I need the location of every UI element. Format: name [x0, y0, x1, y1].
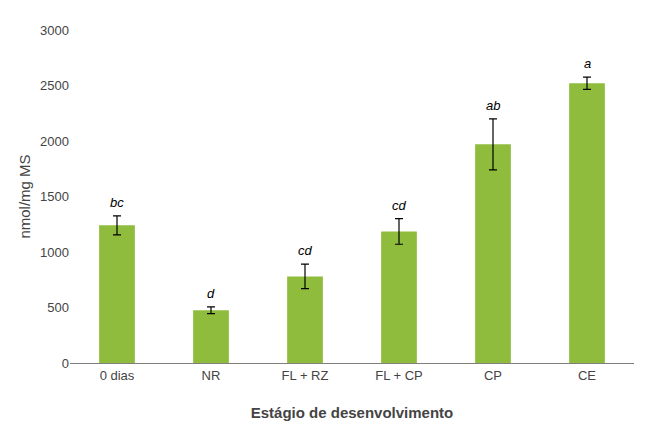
svg-text:Estágio de desenvolvimento: Estágio de desenvolvimento: [251, 404, 454, 421]
svg-text:0 dias: 0 dias: [100, 368, 135, 383]
svg-text:1500: 1500: [40, 189, 69, 204]
svg-text:ab: ab: [486, 98, 500, 113]
svg-text:d: d: [207, 286, 215, 301]
svg-text:FL + RZ: FL + RZ: [282, 368, 329, 383]
svg-text:0: 0: [62, 356, 69, 371]
svg-text:a: a: [584, 56, 591, 71]
svg-text:nmol/mg MS: nmol/mg MS: [16, 154, 33, 238]
svg-text:cd: cd: [298, 243, 313, 258]
svg-text:bc: bc: [110, 195, 124, 210]
svg-text:1000: 1000: [40, 245, 69, 260]
svg-text:500: 500: [47, 300, 69, 315]
svg-text:FL + CP: FL + CP: [375, 368, 423, 383]
svg-text:2000: 2000: [40, 134, 69, 149]
svg-text:cd: cd: [392, 198, 407, 213]
svg-text:CE: CE: [578, 368, 596, 383]
svg-text:NR: NR: [202, 368, 221, 383]
svg-text:3000: 3000: [40, 23, 69, 38]
svg-text:CP: CP: [484, 368, 502, 383]
svg-text:2500: 2500: [40, 78, 69, 93]
